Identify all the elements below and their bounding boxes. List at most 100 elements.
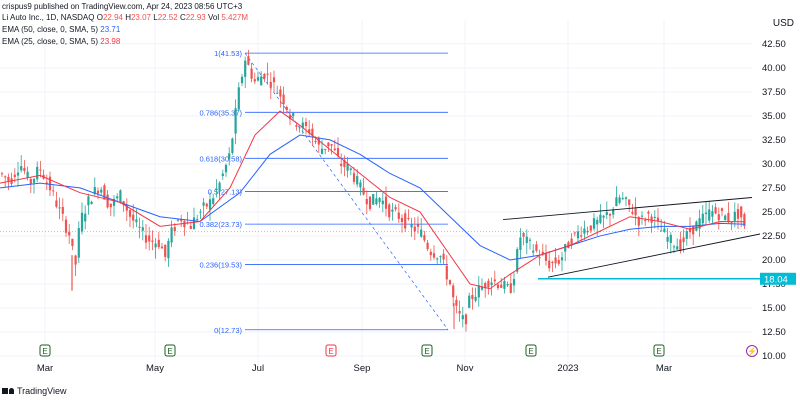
event-marker-glyph: ⚡ <box>747 346 757 356</box>
event-marker-shape <box>525 344 537 357</box>
candle-body <box>330 144 333 146</box>
candle-body <box>682 237 685 243</box>
candle-body <box>272 77 276 83</box>
price-tick-label: 40.00 <box>762 63 786 74</box>
candle-body <box>311 128 314 136</box>
candle-body <box>199 211 202 213</box>
fibonacci-retracement[interactable]: 1(41.53) 0.786(35.37) 0.618(30.58) 0.5(27.1… <box>199 49 449 335</box>
candle-body <box>26 171 29 178</box>
candle-body <box>58 207 61 209</box>
candle-body <box>516 249 519 272</box>
candle-body <box>212 198 215 204</box>
event-markers[interactable]: E E E E E E ⚡ <box>39 344 758 357</box>
candle-body <box>714 207 717 214</box>
candle-body <box>484 283 487 289</box>
candle-body <box>656 217 660 221</box>
trend-lines[interactable] <box>502 197 761 280</box>
candle-body <box>500 284 503 288</box>
candle-body <box>45 182 48 184</box>
candle-body <box>116 196 119 199</box>
candle-body <box>727 212 730 223</box>
candle-body <box>436 258 439 260</box>
candle-body <box>295 125 298 127</box>
candle-body <box>432 253 436 258</box>
price-tick-label: 12.50 <box>762 327 786 338</box>
candle-body <box>343 159 346 168</box>
candle-body <box>128 210 132 217</box>
fib-level-label: 0.382(23.73) <box>199 220 242 229</box>
candle-body <box>279 89 282 97</box>
ema25-legend[interactable]: EMA (25, close, 0, SMA, 5) 23.98 <box>2 37 120 47</box>
support-price-label: 18.04 <box>764 274 788 285</box>
time-tick-label: Mar <box>656 363 672 374</box>
candle-body <box>141 227 144 231</box>
candle-body <box>701 213 704 224</box>
candle-body <box>557 260 560 264</box>
publish-attribution: crispus9 published on TradingView.com, A… <box>2 2 243 11</box>
price-axis[interactable]: 42.50 40.00 37.50 35.00 32.50 30.00 27.50 25.00… <box>760 39 796 362</box>
ema50-value: 23.71 <box>100 25 121 34</box>
candle-body <box>679 239 682 252</box>
ohlc-key: C <box>177 13 186 22</box>
symbol-legend[interactable]: Li Auto Inc., 1D, NASDAQ O22.94 H23.07 L… <box>2 13 248 23</box>
candle-body <box>282 94 285 105</box>
candle-body <box>599 214 602 223</box>
candle-body <box>375 198 378 205</box>
candle-body <box>608 214 612 216</box>
ohlc-value: 22.94 <box>102 13 123 22</box>
candle-body <box>394 207 397 210</box>
fib-level-label: 0.618(30.58) <box>199 154 242 163</box>
candle-body <box>164 244 167 257</box>
candle-body <box>423 235 426 241</box>
candle-body <box>503 280 506 289</box>
candle-body <box>618 197 621 203</box>
tradingview-logo[interactable]: TradingView <box>2 386 67 396</box>
event-marker-shape <box>325 344 337 357</box>
ohlc-value: 22.93 <box>185 13 206 22</box>
candle-body <box>634 208 637 216</box>
time-tick-label: Jul <box>252 363 264 374</box>
candle-body <box>704 212 708 214</box>
candle-body <box>23 167 26 172</box>
candle-body <box>743 214 746 227</box>
candle-body <box>452 285 455 298</box>
time-axis[interactable]: Mar May Jul Sep Nov 2023 Mar <box>37 363 672 374</box>
earnings-marker: E <box>421 344 433 357</box>
candle-body <box>512 278 516 286</box>
candle-body <box>388 204 391 218</box>
candle-body <box>698 218 701 229</box>
candle-body <box>420 229 423 237</box>
candle-body <box>314 141 317 143</box>
candle-body <box>676 246 679 250</box>
candle-body <box>170 227 173 243</box>
candle-body <box>84 213 87 222</box>
candle-body <box>77 228 80 258</box>
candle-body <box>112 198 116 206</box>
ema50-legend[interactable]: EMA (50, close, 0, SMA, 5) 23.71 <box>2 25 120 35</box>
candle-body <box>349 168 352 170</box>
candle-body <box>151 240 154 242</box>
event-marker-shape <box>164 344 176 357</box>
candle-body <box>471 294 474 300</box>
time-tick-label: 2023 <box>557 363 578 374</box>
ema25-label: EMA (25, close, 0, SMA, 5) <box>2 37 99 46</box>
candle-body <box>160 246 164 249</box>
time-tick-label: Nov <box>457 363 474 374</box>
candle-body <box>183 220 186 228</box>
price-tick-label: 10.00 <box>762 351 786 362</box>
candle-body <box>253 79 256 82</box>
event-marker-glyph: E <box>424 347 429 356</box>
candle-body <box>493 279 496 282</box>
fib-level-label: 0.5(27.13) <box>208 187 243 196</box>
candle-body <box>589 225 592 231</box>
candle-body <box>580 235 583 237</box>
candle-body <box>522 233 525 237</box>
candle-body <box>148 235 151 242</box>
event-marker-shape <box>421 344 433 357</box>
candle-body <box>416 224 420 227</box>
price-tick-label: 27.50 <box>762 183 786 194</box>
price-tick-label: 15.00 <box>762 303 786 314</box>
candle-body <box>663 228 666 232</box>
candle-body <box>196 218 199 220</box>
